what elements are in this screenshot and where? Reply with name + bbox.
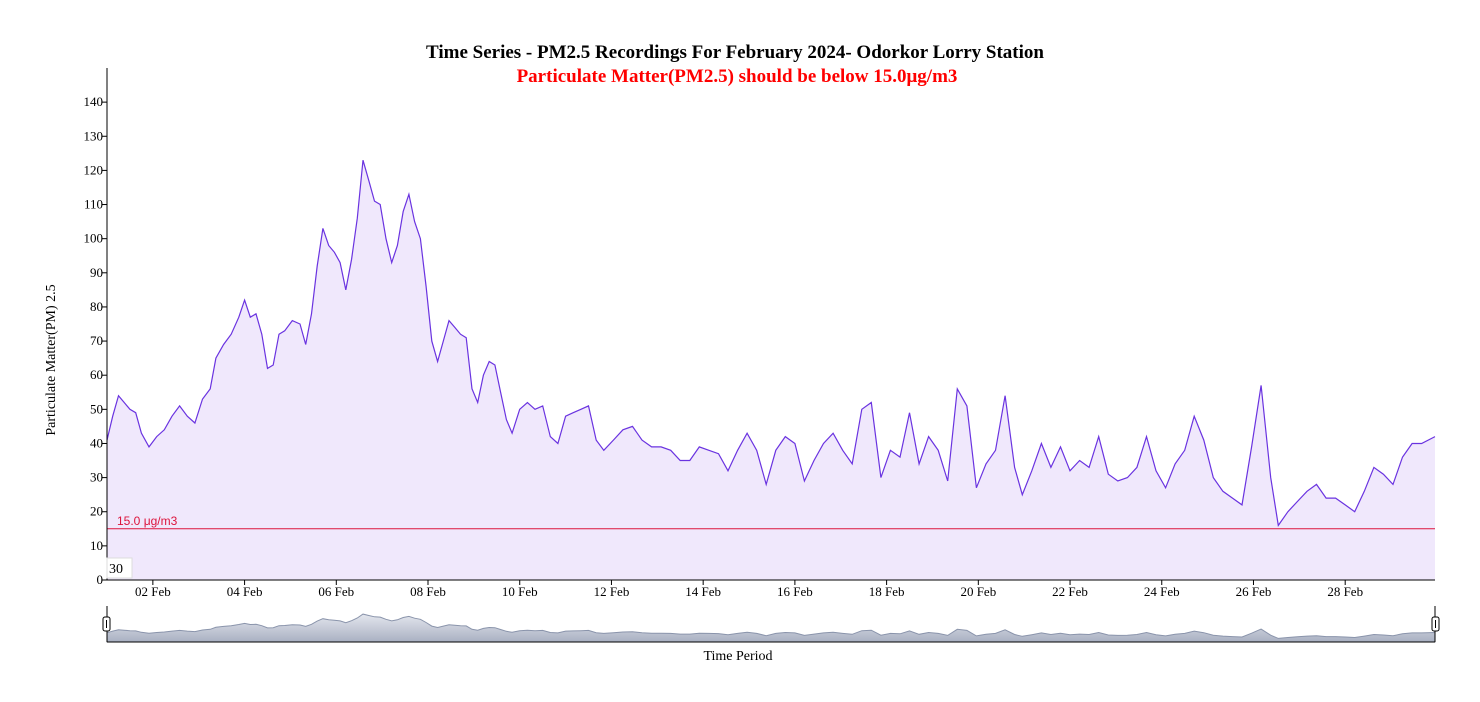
y-tick-label: 120 — [84, 162, 104, 177]
y-tick: 10 — [90, 538, 107, 553]
x-tick: 14 Feb — [685, 580, 721, 599]
x-tick-label: 20 Feb — [960, 584, 996, 599]
y-tick-label: 110 — [84, 197, 103, 212]
y-tick-label: 40 — [90, 435, 103, 450]
y-tick: 80 — [90, 299, 107, 314]
y-tick-label: 60 — [90, 367, 103, 382]
hover-tooltip: 30 — [106, 557, 133, 579]
pm25-series-line — [106, 160, 1436, 527]
x-tick-label: 12 Feb — [594, 584, 630, 599]
x-tick-label: 06 Feb — [318, 584, 354, 599]
tooltip-background — [106, 557, 133, 579]
y-tick-label: 130 — [84, 128, 104, 143]
brush-overview-area — [106, 613, 1436, 643]
y-axis: 0 10 20 30 40 50 60 70 80 90 100 110 120 130 140 — [84, 68, 108, 587]
x-tick: 12 Feb — [594, 580, 630, 599]
x-tick-label: 04 Feb — [227, 584, 263, 599]
x-tick: 08 Feb — [410, 580, 446, 599]
y-tick-label: 70 — [90, 333, 103, 348]
x-tick: 16 Feb — [777, 580, 813, 599]
x-axis-label: Time Period — [703, 649, 772, 664]
x-tick: 02 Feb — [135, 580, 171, 599]
y-tick: 130 — [84, 128, 107, 143]
y-tick: 70 — [90, 333, 107, 348]
x-tick-label: 10 Feb — [502, 584, 538, 599]
y-tick-label: 50 — [90, 401, 103, 416]
y-tick: 60 — [90, 367, 107, 382]
y-tick-label: 0 — [97, 572, 104, 587]
pm25-area-fill — [107, 160, 1435, 580]
y-tick: 0 — [97, 572, 107, 587]
x-tick: 22 Feb — [1052, 580, 1088, 599]
x-axis: 02 Feb 04 Feb 06 Feb 08 Feb 10 Feb 12 Feb 14 F… — [107, 579, 1435, 599]
x-tick: 18 Feb — [869, 580, 905, 599]
threshold-label: 15.0 μg/m3 — [117, 514, 178, 528]
y-tick: 50 — [90, 401, 107, 416]
chart-title: Time Series - PM2.5 Recordings For Febru… — [426, 42, 1044, 63]
y-tick: 40 — [90, 435, 107, 450]
y-axis-label: Particulate Matter(PM) 2.5 — [44, 284, 59, 435]
chart-subtitle: Particulate Matter(PM2.5) should be belo… — [517, 66, 958, 87]
y-tick: 30 — [90, 470, 107, 485]
tooltip-value: 30 — [109, 562, 123, 577]
x-tick: 10 Feb — [502, 580, 538, 599]
x-tick: 06 Feb — [318, 580, 354, 599]
y-tick: 140 — [84, 94, 107, 109]
y-tick: 100 — [84, 231, 107, 246]
x-tick: 26 Feb — [1236, 580, 1272, 599]
x-tick-label: 18 Feb — [869, 584, 905, 599]
x-tick-label: 08 Feb — [410, 584, 446, 599]
time-range-brush[interactable] — [102, 606, 1440, 643]
y-tick-label: 100 — [84, 231, 104, 246]
x-tick-label: 24 Feb — [1144, 584, 1180, 599]
x-tick: 20 Feb — [960, 580, 996, 599]
y-tick-label: 80 — [90, 299, 103, 314]
y-tick-label: 90 — [90, 265, 103, 280]
y-tick-label: 10 — [90, 538, 103, 553]
y-tick: 120 — [84, 162, 107, 177]
x-tick-label: 28 Feb — [1327, 584, 1363, 599]
y-tick: 20 — [90, 504, 107, 519]
y-tick-label: 20 — [90, 504, 103, 519]
y-tick: 90 — [90, 265, 107, 280]
x-tick: 24 Feb — [1144, 580, 1180, 599]
x-tick-label: 22 Feb — [1052, 584, 1088, 599]
y-tick: 110 — [84, 197, 107, 212]
x-tick-label: 16 Feb — [777, 584, 813, 599]
x-tick: 04 Feb — [227, 580, 263, 599]
y-tick-label: 140 — [84, 94, 104, 109]
x-tick-label: 02 Feb — [135, 584, 171, 599]
plot-area[interactable]: 15.0 μg/m3 — [106, 160, 1436, 580]
x-tick-label: 14 Feb — [685, 584, 721, 599]
x-tick: 28 Feb — [1327, 580, 1363, 599]
x-tick-label: 26 Feb — [1236, 584, 1272, 599]
y-tick-label: 30 — [90, 470, 103, 485]
